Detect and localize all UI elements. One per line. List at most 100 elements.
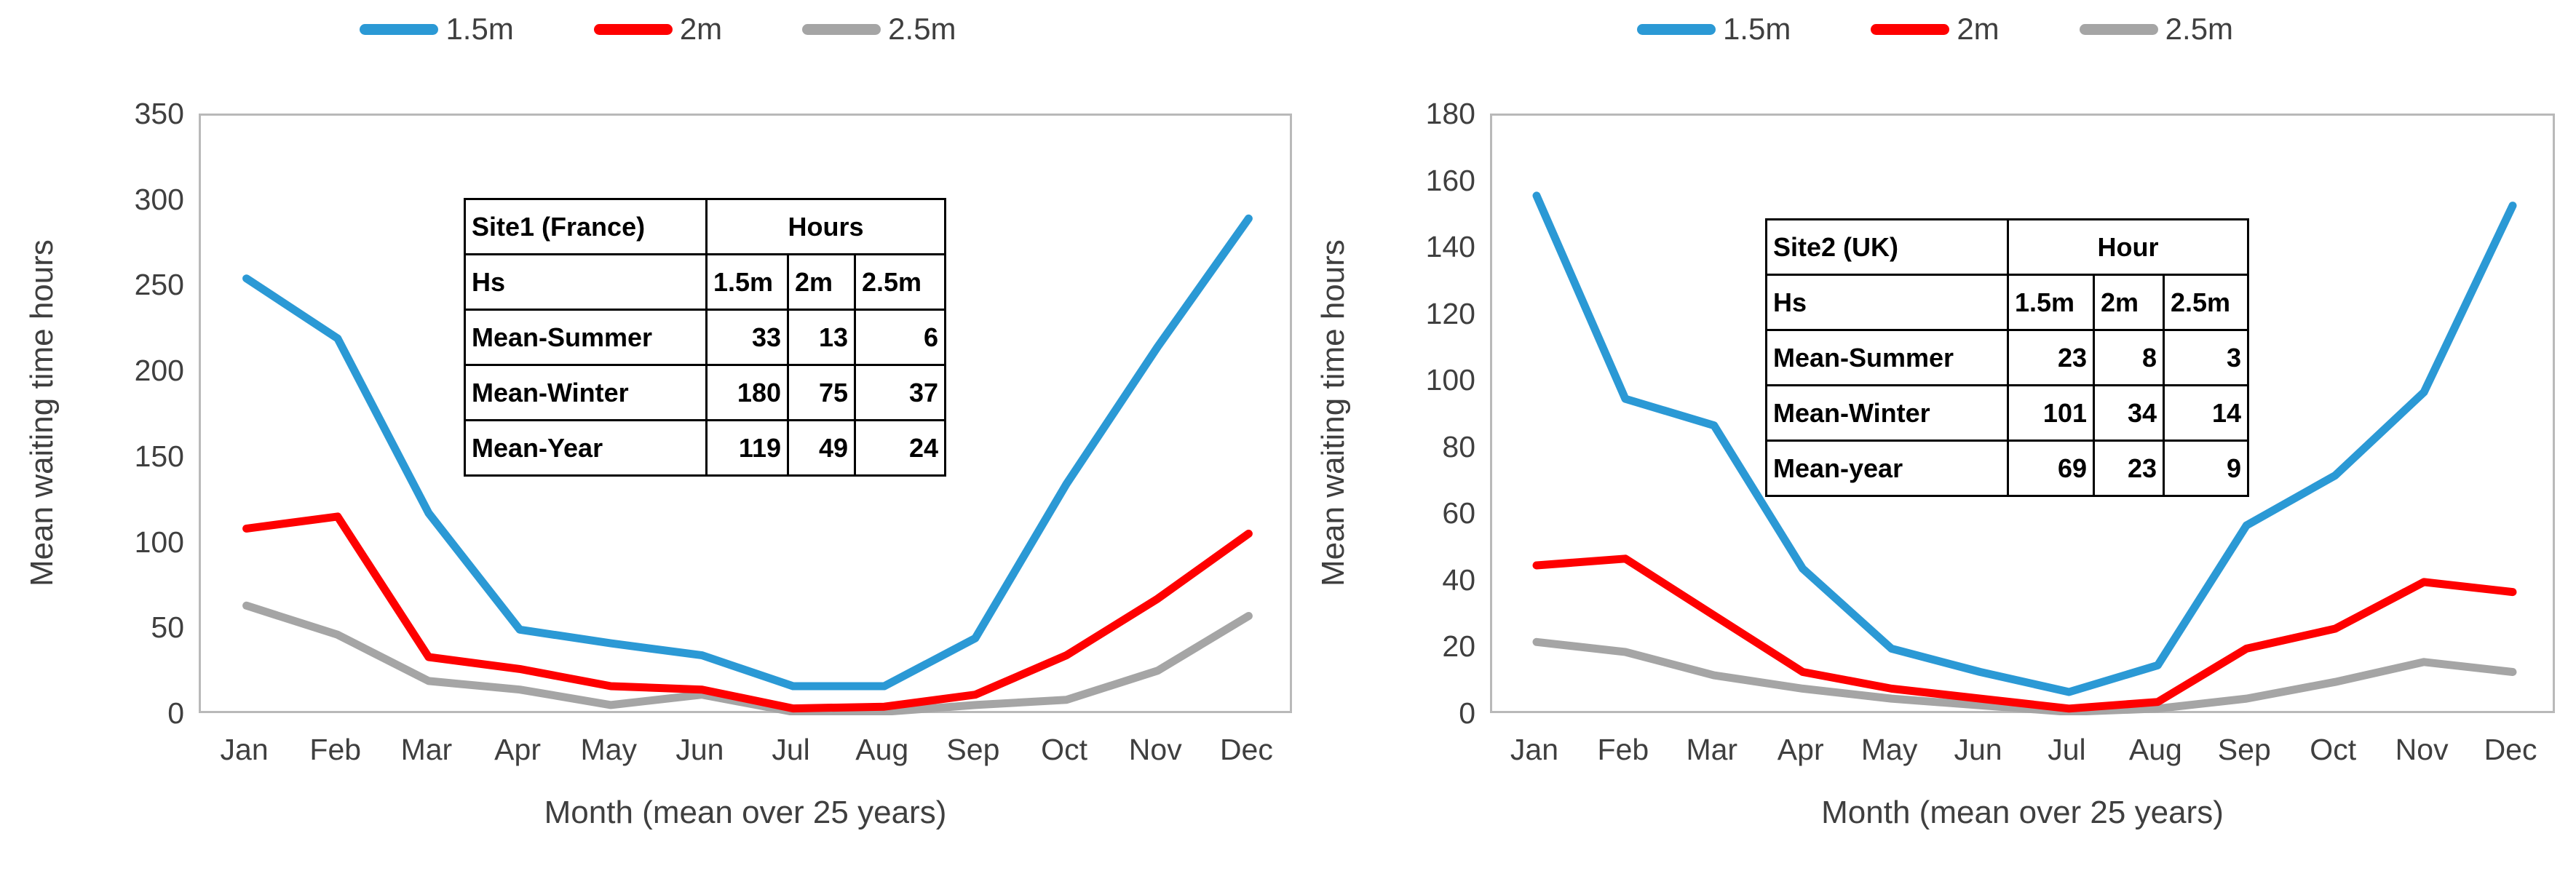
legend-label: 2m	[679, 12, 723, 46]
plot-area	[1490, 114, 2555, 715]
table-value-cell: 180	[705, 364, 789, 421]
legend-item-2m: 2m	[593, 12, 723, 47]
legend: 1.5m 2m 2.5m	[1403, 6, 2468, 52]
table-value-cell: 14	[2163, 384, 2249, 442]
legend-label: 2.5m	[888, 12, 956, 46]
table-value-cell: 34	[2093, 384, 2165, 442]
series-line-1.5m	[1532, 191, 2517, 696]
series-line-2.5m	[1532, 637, 2517, 715]
x-tick-label-May: May	[580, 733, 637, 766]
y-axis-label: Mean waiting time hours	[24, 239, 60, 587]
y-tick-label: 20	[1442, 629, 1475, 664]
summary-table-site1: Site1 (France) Hours Hs 1.5m 2m 2.5m Mean-Summ…	[464, 198, 946, 477]
table-col-header-1.5m: 1.5m	[2007, 274, 2095, 331]
table-row: Mean-Winter 101 34 14	[1765, 384, 2249, 442]
x-tick-label-Sep: Sep	[946, 733, 1000, 766]
table-value-cell: 69	[2007, 440, 2095, 497]
y-tick-label: 60	[1442, 496, 1475, 530]
x-tick-label-Sep: Sep	[2217, 733, 2271, 766]
series-lines	[242, 214, 1253, 715]
y-tick-label: 80	[1442, 429, 1475, 464]
x-tick-label-Aug: Aug	[2128, 733, 2182, 766]
table-value-cell: 13	[787, 309, 856, 366]
series-line-2m	[242, 512, 1253, 713]
table-row-label: Mean-year	[1765, 440, 2009, 497]
table-row: Mean-Year 119 49 24	[464, 419, 946, 477]
table-value-cell: 49	[787, 419, 856, 477]
legend-item-1.5m: 1.5m	[360, 12, 514, 47]
x-tick-label-Mar: Mar	[1686, 733, 1738, 766]
x-tick-label-Dec: Dec	[1219, 733, 1273, 766]
table-value-cell: 75	[787, 364, 856, 421]
table-title-cell: Site2 (UK)	[1765, 218, 2009, 276]
legend-label: 1.5m	[445, 12, 514, 46]
table-row-label: Mean-Summer	[1765, 329, 2009, 386]
series-lines	[1532, 191, 2517, 715]
x-tick-label-Jul: Jul	[2048, 733, 2086, 766]
x-tick-label-Nov: Nov	[1128, 733, 1182, 766]
legend-line-swatch-2m	[593, 23, 673, 35]
legend-item-1.5m: 1.5m	[1636, 12, 1791, 47]
table-row-label: Mean-Summer	[464, 309, 708, 366]
table-value-cell: 8	[2093, 329, 2165, 386]
table-col-header-1.5m: 1.5m	[705, 253, 789, 311]
table-value-cell: 24	[854, 419, 946, 477]
table-value-cell: 101	[2007, 384, 2095, 442]
x-tick-label-Apr: Apr	[494, 733, 541, 766]
x-tick-label-Apr: Apr	[1777, 733, 1824, 766]
legend-item-2.5m: 2.5m	[802, 12, 956, 47]
y-tick-label: 250	[134, 268, 184, 302]
legend: 1.5m 2m 2.5m	[111, 6, 1205, 52]
y-tick-label: 150	[134, 439, 184, 473]
table-row: Site2 (UK) Hour	[1765, 218, 2249, 276]
legend-item-2m: 2m	[1871, 12, 2000, 47]
legend-item-2.5m: 2.5m	[2079, 12, 2233, 47]
series-line-1.5m	[242, 214, 1253, 691]
table-value-cell: 37	[854, 364, 946, 421]
table-title-cell: Site1 (France)	[464, 198, 708, 255]
legend-label: 2m	[1957, 12, 2000, 46]
x-tick-label-Nov: Nov	[2395, 733, 2449, 766]
table-value-cell: 23	[2093, 440, 2165, 497]
y-tick-label: 200	[134, 354, 184, 388]
y-tick-label: 40	[1442, 562, 1475, 597]
table-value-cell: 23	[2007, 329, 2095, 386]
table-value-cell: 6	[854, 309, 946, 366]
x-tick-label-Jun: Jun	[1954, 733, 2002, 766]
y-axis-label: Mean waiting time hours	[1315, 239, 1351, 587]
table-row-label: Mean-Winter	[1765, 384, 2009, 442]
x-tick-label-Dec: Dec	[2484, 733, 2537, 766]
stats-table: Site2 (UK) Hour Hs 1.5m 2m 2.5m Mean-Summer 23 8…	[1765, 218, 2249, 497]
legend-line-swatch-1.5m	[360, 23, 439, 35]
table-value-cell: 9	[2163, 440, 2249, 497]
y-tick-label: 50	[151, 610, 184, 645]
y-tick-label: 0	[1459, 696, 1475, 730]
y-tick-label: 160	[1425, 163, 1475, 197]
x-axis-title: Month (mean over 25 years)	[544, 795, 947, 830]
table-col-header-2.5m: 2.5m	[854, 253, 946, 311]
table-value-cell: 33	[705, 309, 789, 366]
y-tick-label: 0	[167, 696, 184, 730]
table-row: Hs 1.5m 2m 2.5m	[1765, 274, 2249, 331]
stats-table: Site1 (France) Hours Hs 1.5m 2m 2.5m Mean-Summ…	[464, 198, 946, 477]
table-row: Site1 (France) Hours	[464, 198, 946, 255]
x-tick-label-Oct: Oct	[2310, 733, 2357, 766]
table-row: Mean-Summer 23 8 3	[1765, 329, 2249, 386]
table-unit-header: Hour	[2007, 218, 2249, 276]
table-row: Mean-Summer 33 13 6	[464, 309, 946, 366]
x-tick-label-Feb: Feb	[1597, 733, 1649, 766]
x-tick-label-Feb: Feb	[309, 733, 362, 766]
table-unit-header: Hours	[705, 198, 946, 255]
y-tick-label: 140	[1425, 230, 1475, 264]
table-row-label: Mean-Winter	[464, 364, 708, 421]
x-tick-label-Mar: Mar	[400, 733, 453, 766]
summary-table-site2: Site2 (UK) Hour Hs 1.5m 2m 2.5m Mean-Summer 23 8…	[1765, 218, 2249, 497]
legend-line-swatch-2.5m	[802, 23, 881, 35]
plot-area	[199, 114, 1292, 715]
table-col-header-2m: 2m	[2093, 274, 2165, 331]
table-hs-cell: Hs	[464, 253, 708, 311]
x-tick-label-Jan: Jan	[1510, 733, 1558, 766]
table-row: Hs 1.5m 2m 2.5m	[464, 253, 946, 311]
